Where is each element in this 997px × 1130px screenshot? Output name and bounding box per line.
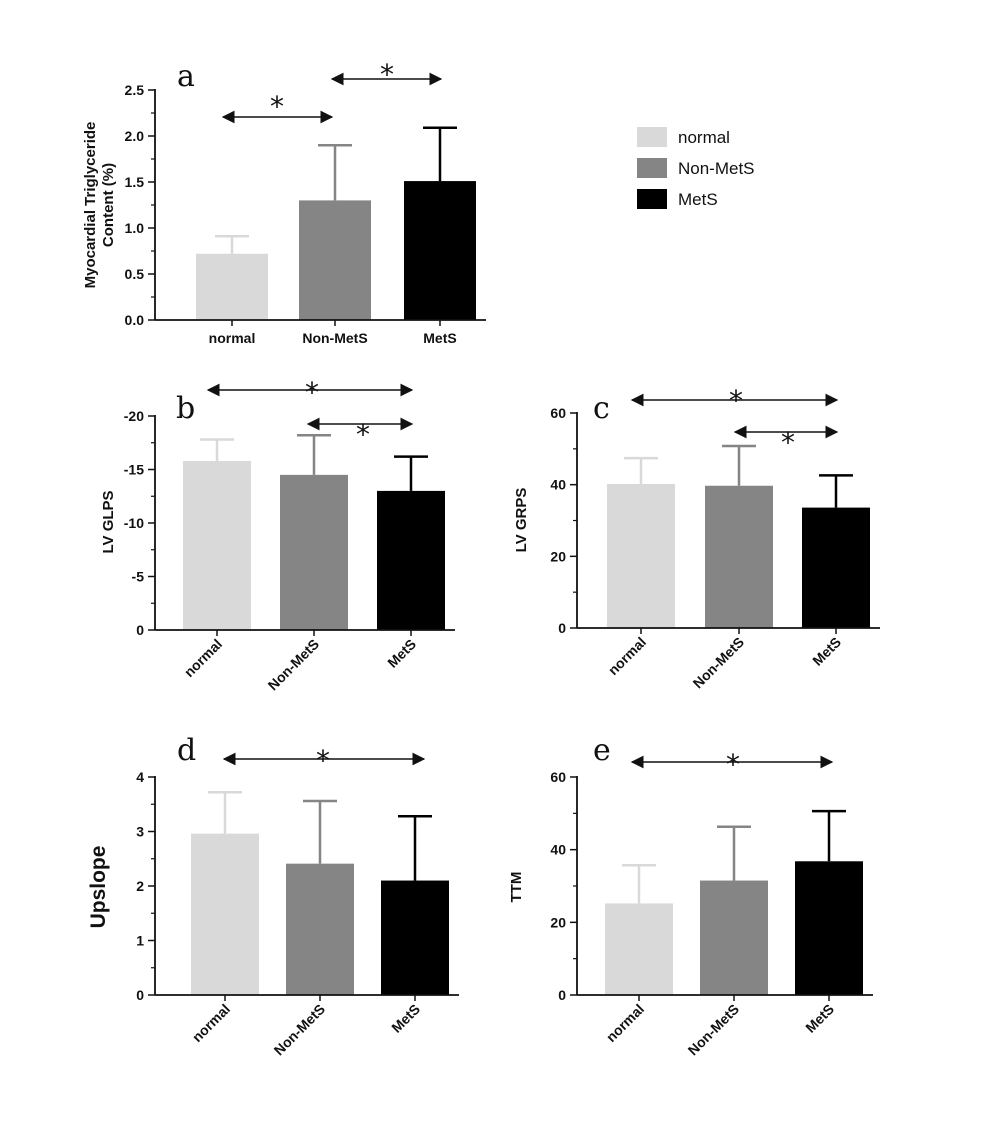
y-tick-label: 60 (550, 769, 566, 785)
y-tick-label: 2.5 (125, 82, 145, 98)
x-tick-label: MetS (384, 636, 419, 671)
significance-star: * (270, 90, 284, 123)
x-tick-label: normal (189, 1001, 233, 1045)
significance-star: * (726, 748, 740, 781)
y-tick-label: -15 (124, 462, 144, 478)
x-tick-label: MetS (388, 1001, 423, 1036)
bar-mets (404, 181, 476, 320)
x-tick-label: Non-MetS (690, 634, 748, 692)
y-axis-label: Myocardial TriglycerideContent (%) (82, 122, 117, 289)
legend-swatch-non-mets (637, 158, 667, 178)
panel-d: d Upslope 0 1 2 3 4 normal Non-MetS MetS * (87, 733, 459, 1058)
legend-label: MetS (678, 190, 718, 209)
panel-letter: a (177, 59, 195, 94)
panel-letter: e (593, 733, 611, 768)
charts: a Myocardial TriglycerideContent (%) 0.0 0.… (82, 58, 880, 1058)
y-tick-label: 0.5 (125, 266, 145, 282)
bar-normal (607, 483, 675, 628)
y-tick-label: 2 (136, 878, 144, 894)
x-tick-label: normal (603, 1001, 647, 1045)
significance-star: * (316, 744, 330, 777)
y-axis-label: LV GLPS (100, 490, 117, 553)
legend: normal Non-MetS MetS (637, 127, 755, 209)
y-tick-label: 20 (550, 914, 566, 930)
legend-swatch-mets (637, 189, 667, 209)
bar-non-mets (286, 863, 354, 995)
panel-c: c LV GRPS 0 20 40 60 normal Non-MetS MetS * * (513, 384, 880, 691)
x-tick-label: Non-MetS (271, 1001, 329, 1059)
bar-mets (377, 490, 445, 630)
x-tick-label: MetS (423, 330, 456, 346)
x-tick-label: normal (605, 634, 649, 678)
bar-normal (196, 253, 268, 320)
panel-a: a Myocardial TriglycerideContent (%) 0.0 0.… (82, 58, 486, 346)
y-tick-label: 3 (136, 824, 144, 840)
panel-b: b LV GLPS 0 -5 -10 -15 -20 normal Non-MetS MetS * * (100, 376, 455, 693)
y-axis-label-line: Content (%) (100, 163, 117, 247)
x-tick-label: MetS (809, 634, 844, 669)
y-tick-label: 60 (550, 405, 566, 421)
legend-label: normal (678, 128, 730, 147)
y-tick-label: 4 (136, 769, 144, 785)
bar-normal (605, 903, 673, 995)
panel-letter: d (177, 733, 196, 768)
y-tick-label: -20 (124, 408, 144, 424)
x-tick-label: normal (209, 330, 256, 346)
y-tick-label: 40 (550, 842, 566, 858)
y-axis-label: Upslope (87, 846, 110, 929)
y-tick-label: 40 (550, 477, 566, 493)
legend-swatch-normal (637, 127, 667, 147)
legend-label: Non-MetS (678, 159, 755, 178)
y-tick-label: 0.0 (125, 312, 145, 328)
x-tick-label: Non-MetS (265, 636, 323, 694)
bar-normal (191, 833, 259, 995)
y-tick-label: 1 (136, 933, 144, 949)
panel-e: e TTM 0 20 40 60 normal Non-MetS MetS * (508, 733, 873, 1058)
x-tick-label: normal (181, 636, 225, 680)
panel-letter: c (593, 391, 610, 426)
bar-non-mets (700, 880, 768, 995)
significance-star: * (781, 426, 795, 459)
y-tick-label: 0 (136, 622, 144, 638)
bar-mets (802, 507, 870, 628)
y-tick-label: 0 (558, 987, 566, 1003)
significance-star: * (356, 418, 370, 451)
x-tick-label: Non-MetS (685, 1001, 743, 1059)
y-axis-label: TTM (508, 872, 525, 903)
panel-letter: b (176, 391, 195, 426)
y-tick-label: 2.0 (125, 128, 145, 144)
bar-mets (381, 880, 449, 995)
y-tick-label: 0 (136, 987, 144, 1003)
significance-star: * (729, 384, 743, 417)
y-tick-label: 20 (550, 548, 566, 564)
y-tick-label: 1.0 (125, 220, 145, 236)
y-tick-label: -10 (124, 515, 144, 531)
bar-non-mets (299, 200, 371, 320)
y-axis-label-line: Myocardial Triglyceride (82, 122, 99, 289)
x-tick-label: Non-MetS (302, 330, 367, 346)
significance-star: * (305, 376, 319, 409)
significance-star: * (380, 58, 394, 91)
y-axis-label: LV GRPS (513, 488, 530, 553)
bar-normal (183, 460, 251, 630)
bar-non-mets (705, 485, 773, 628)
bar-mets (795, 861, 863, 995)
y-tick-label: 0 (558, 620, 566, 636)
bar-non-mets (280, 474, 348, 630)
y-tick-label: -5 (132, 569, 145, 585)
y-tick-label: 1.5 (125, 174, 145, 190)
x-tick-label: MetS (802, 1001, 837, 1036)
